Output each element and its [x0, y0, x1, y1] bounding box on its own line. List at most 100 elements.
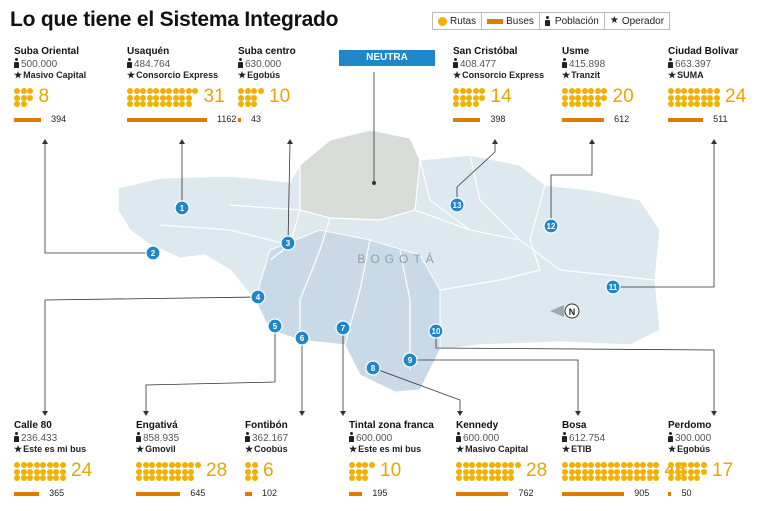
route-dot — [362, 462, 368, 468]
route-dot — [53, 468, 59, 475]
route-dot — [462, 468, 469, 475]
route-dot — [601, 468, 607, 475]
route-dot — [251, 88, 257, 94]
route-dot — [501, 475, 508, 481]
zone-population: 500.000 — [14, 58, 112, 70]
route-dot — [687, 94, 694, 101]
star-icon: ★ — [14, 444, 23, 454]
route-dot — [20, 88, 27, 94]
route-dot — [40, 462, 46, 468]
marker-circle — [294, 330, 310, 346]
zone-population: 484.764 — [127, 58, 225, 70]
route-dot — [159, 88, 166, 94]
route-dot — [713, 94, 720, 101]
person-icon — [14, 58, 19, 68]
route-dot — [482, 468, 488, 475]
route-dot — [575, 462, 581, 468]
operator-value: SUMA — [677, 70, 704, 80]
route-dot — [33, 468, 40, 475]
route-dot — [466, 101, 472, 107]
population-value: 500.000 — [21, 59, 58, 70]
population-value: 236.433 — [21, 433, 58, 444]
route-dot — [568, 101, 575, 107]
buses-bar — [562, 118, 605, 122]
route-dot — [469, 462, 475, 468]
route-dot — [668, 468, 674, 475]
route-dot — [257, 88, 264, 94]
marker-circle — [174, 200, 190, 216]
routes-count: 24 — [725, 86, 747, 107]
route-dot — [687, 88, 694, 94]
star-icon: ★ — [238, 70, 247, 80]
route-dot — [475, 462, 482, 468]
route-dot — [627, 475, 633, 481]
route-dot — [459, 88, 466, 94]
person-icon — [14, 432, 19, 442]
marker-number: 10 — [432, 327, 441, 336]
zone-name: Bosa — [562, 420, 587, 431]
route-dot — [194, 462, 201, 468]
buses-count: 762 — [518, 488, 534, 498]
route-dot — [700, 468, 707, 475]
route-dot — [607, 475, 614, 481]
route-dot — [469, 475, 475, 481]
zone-card: Kennedy 600.000 ★Masivo Capital 28 762 — [456, 420, 554, 508]
operator-value: Consorcio Express — [136, 70, 219, 80]
route-dot — [472, 94, 479, 101]
marker-circle — [543, 218, 559, 234]
route-dot — [594, 462, 601, 468]
routes-count: 24 — [71, 460, 93, 481]
route-dot — [568, 94, 575, 101]
marker-number: 13 — [453, 201, 462, 210]
route-dot — [251, 94, 257, 101]
zone-card: Fontibón 362.167 ★Coobús 6 102 — [245, 420, 343, 508]
route-dot — [575, 475, 581, 481]
route-dot — [568, 475, 575, 481]
route-dot — [33, 475, 40, 481]
zone-card: San Cristóbal 408.477 ★Consorcio Express 14… — [453, 46, 551, 134]
route-dot — [188, 468, 194, 475]
route-dot — [694, 475, 700, 481]
route-dot — [14, 475, 20, 481]
person-icon — [127, 58, 132, 68]
route-dot — [562, 101, 568, 107]
route-dot — [181, 468, 188, 475]
route-dot — [162, 468, 168, 475]
buses-bar — [136, 492, 181, 496]
route-dot — [707, 88, 713, 94]
route-dot — [479, 88, 485, 94]
route-dot — [14, 94, 20, 101]
route-dots — [349, 462, 375, 481]
route-dot — [59, 468, 66, 475]
route-dot — [188, 475, 194, 481]
route-dot — [40, 475, 46, 481]
route-dot — [20, 475, 27, 481]
route-dot — [456, 468, 462, 475]
zone-name: Engativá — [136, 420, 178, 431]
route-dot — [681, 101, 687, 107]
route-dot — [14, 101, 20, 107]
route-dot — [562, 468, 568, 475]
zone-name: Kennedy — [456, 420, 499, 431]
operator-value: Consorcio Express — [462, 70, 545, 80]
buses-count: 394 — [51, 114, 67, 124]
marker-circle — [365, 360, 381, 376]
route-dot — [27, 88, 33, 94]
marker-number: 12 — [547, 222, 556, 231]
route-dot — [581, 475, 588, 481]
legend-item-operator: ★ Operador — [603, 12, 671, 30]
route-dot — [694, 88, 700, 94]
route-dot — [488, 462, 495, 468]
zone-population: 663.397 — [668, 58, 766, 70]
route-dot — [581, 88, 588, 94]
route-dot — [166, 94, 172, 101]
route-dot — [53, 462, 59, 468]
route-dot — [594, 468, 601, 475]
marker-number: 2 — [151, 249, 156, 258]
legend-label: Población — [554, 15, 599, 27]
route-dot — [59, 475, 66, 481]
orange-bar-icon — [487, 18, 504, 24]
route-dot — [681, 462, 687, 468]
route-dot — [168, 462, 175, 468]
operator-value: Coobús — [254, 444, 288, 454]
